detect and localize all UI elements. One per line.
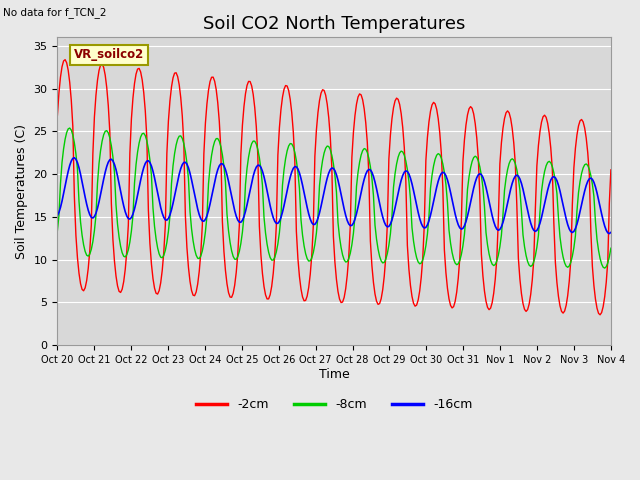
Line: -8cm: -8cm	[58, 128, 611, 268]
-8cm	[239, 229, 246, 235]
Title: Soil CO2 North Temperatures: Soil CO2 North Temperatures	[203, 15, 465, 33]
-8cm	[220, 163, 228, 169]
Line: -2cm: -2cm	[58, 60, 611, 315]
-16cm	[54, 213, 61, 218]
-2cm	[61, 57, 69, 62]
Y-axis label: Soil Temperatures (C): Soil Temperatures (C)	[15, 124, 28, 259]
Text: No data for f_TCN_2: No data for f_TCN_2	[3, 7, 107, 18]
-16cm	[607, 229, 614, 235]
Legend: -2cm, -8cm, -16cm: -2cm, -8cm, -16cm	[191, 393, 477, 416]
-8cm	[297, 217, 305, 223]
-2cm	[239, 122, 246, 128]
-16cm	[239, 217, 246, 223]
-16cm	[248, 180, 255, 186]
-2cm	[596, 312, 604, 318]
-8cm	[607, 245, 614, 251]
-16cm	[605, 231, 613, 237]
Text: VR_soilco2: VR_soilco2	[74, 48, 144, 61]
-2cm	[248, 83, 255, 89]
-2cm	[578, 117, 586, 122]
-8cm	[248, 141, 255, 146]
X-axis label: Time: Time	[319, 368, 349, 381]
-8cm	[66, 125, 74, 131]
-8cm	[601, 265, 609, 271]
-16cm	[220, 163, 228, 168]
-2cm	[123, 249, 131, 254]
-8cm	[578, 170, 586, 176]
-16cm	[123, 213, 131, 219]
-8cm	[54, 228, 61, 233]
-2cm	[607, 167, 614, 173]
-8cm	[123, 252, 131, 258]
-16cm	[297, 176, 305, 181]
-16cm	[70, 155, 78, 161]
Line: -16cm: -16cm	[58, 158, 611, 234]
-2cm	[297, 286, 305, 292]
-16cm	[578, 202, 586, 207]
-2cm	[220, 248, 228, 254]
-2cm	[54, 112, 61, 118]
